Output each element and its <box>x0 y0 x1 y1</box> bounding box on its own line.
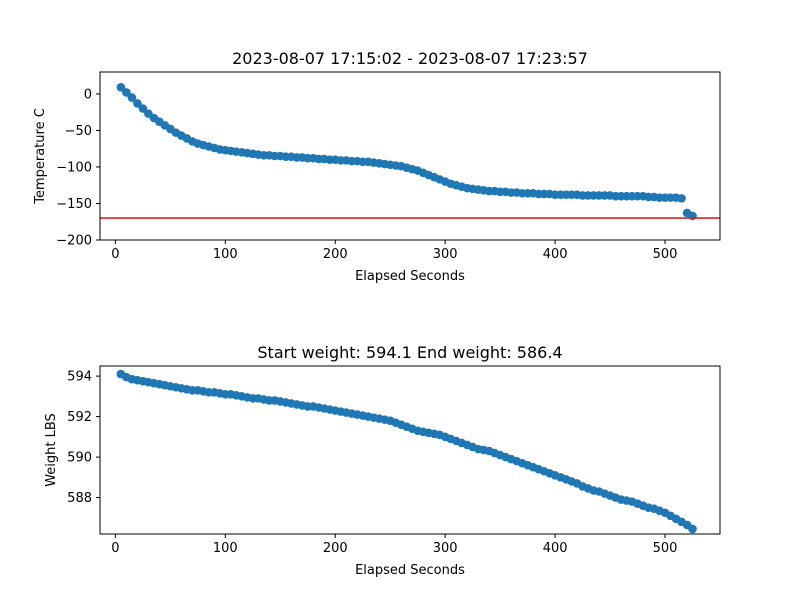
temperature-chart-title: 2023-08-07 17:15:02 - 2023-08-07 17:23:5… <box>232 49 588 68</box>
weight-x-tick-label: 400 <box>543 541 568 556</box>
temperature-data-point <box>688 211 697 221</box>
temperature-ticks: 0 100 200 300 400 500 0 −50 −100 −150 −200 <box>56 87 677 262</box>
temperature-panel: 2023-08-07 17:15:02 - 2023-08-07 17:23:5… <box>33 49 721 284</box>
temperature-x-tick-label: 100 <box>213 247 238 262</box>
weight-panel: Start weight: 594.1 End weight: 586.4 El… <box>44 343 721 578</box>
temperature-marks <box>100 83 720 221</box>
weight-x-tick-label: 100 <box>213 541 238 556</box>
temperature-y-tick-label: −200 <box>56 234 92 249</box>
temperature-x-tick-label: 200 <box>323 247 348 262</box>
weight-y-tick-label: 592 <box>67 410 92 425</box>
temperature-data-point <box>122 88 131 97</box>
temperature-data-point <box>133 99 142 108</box>
temperature-data-point <box>677 194 686 203</box>
weight-x-tick-label: 200 <box>323 541 348 556</box>
temperature-x-tick-label: 500 <box>653 247 678 262</box>
weight-y-tick-label: 594 <box>67 370 92 385</box>
temperature-data-point <box>116 83 126 92</box>
weight-x-tick-label: 500 <box>653 541 678 556</box>
temperature-y-tick-label: 0 <box>84 87 92 102</box>
weight-y-tick-label: 588 <box>67 491 92 506</box>
temperature-x-tick-label: 0 <box>111 247 119 262</box>
temperature-x-axis-label: Elapsed Seconds <box>355 269 465 284</box>
weight-marks <box>116 369 697 534</box>
weight-x-tick-label: 0 <box>111 541 119 556</box>
temperature-data-point <box>127 93 137 102</box>
temperature-y-tick-label: −50 <box>65 124 92 139</box>
temperature-x-tick-label: 300 <box>433 247 458 262</box>
weight-x-axis-label: Elapsed Seconds <box>355 563 465 578</box>
temperature-plot-frame <box>99 71 721 241</box>
temperature-y-tick-label: −150 <box>56 197 92 212</box>
weight-x-tick-label: 300 <box>433 541 458 556</box>
temperature-y-axis-label: Temperature C <box>33 108 48 205</box>
temperature-y-tick-label: −100 <box>56 160 92 175</box>
temperature-data-point <box>138 104 148 113</box>
weight-chart-title: Start weight: 594.1 End weight: 586.4 <box>257 343 562 362</box>
weight-y-axis-label: Weight LBS <box>44 413 59 487</box>
weight-data-point <box>688 524 697 534</box>
weight-ticks: 0 100 200 300 400 500 594 592 590 588 <box>67 370 677 556</box>
weight-plot-frame <box>99 365 721 535</box>
temperature-x-tick-label: 400 <box>543 247 568 262</box>
weight-y-tick-label: 590 <box>67 451 92 466</box>
